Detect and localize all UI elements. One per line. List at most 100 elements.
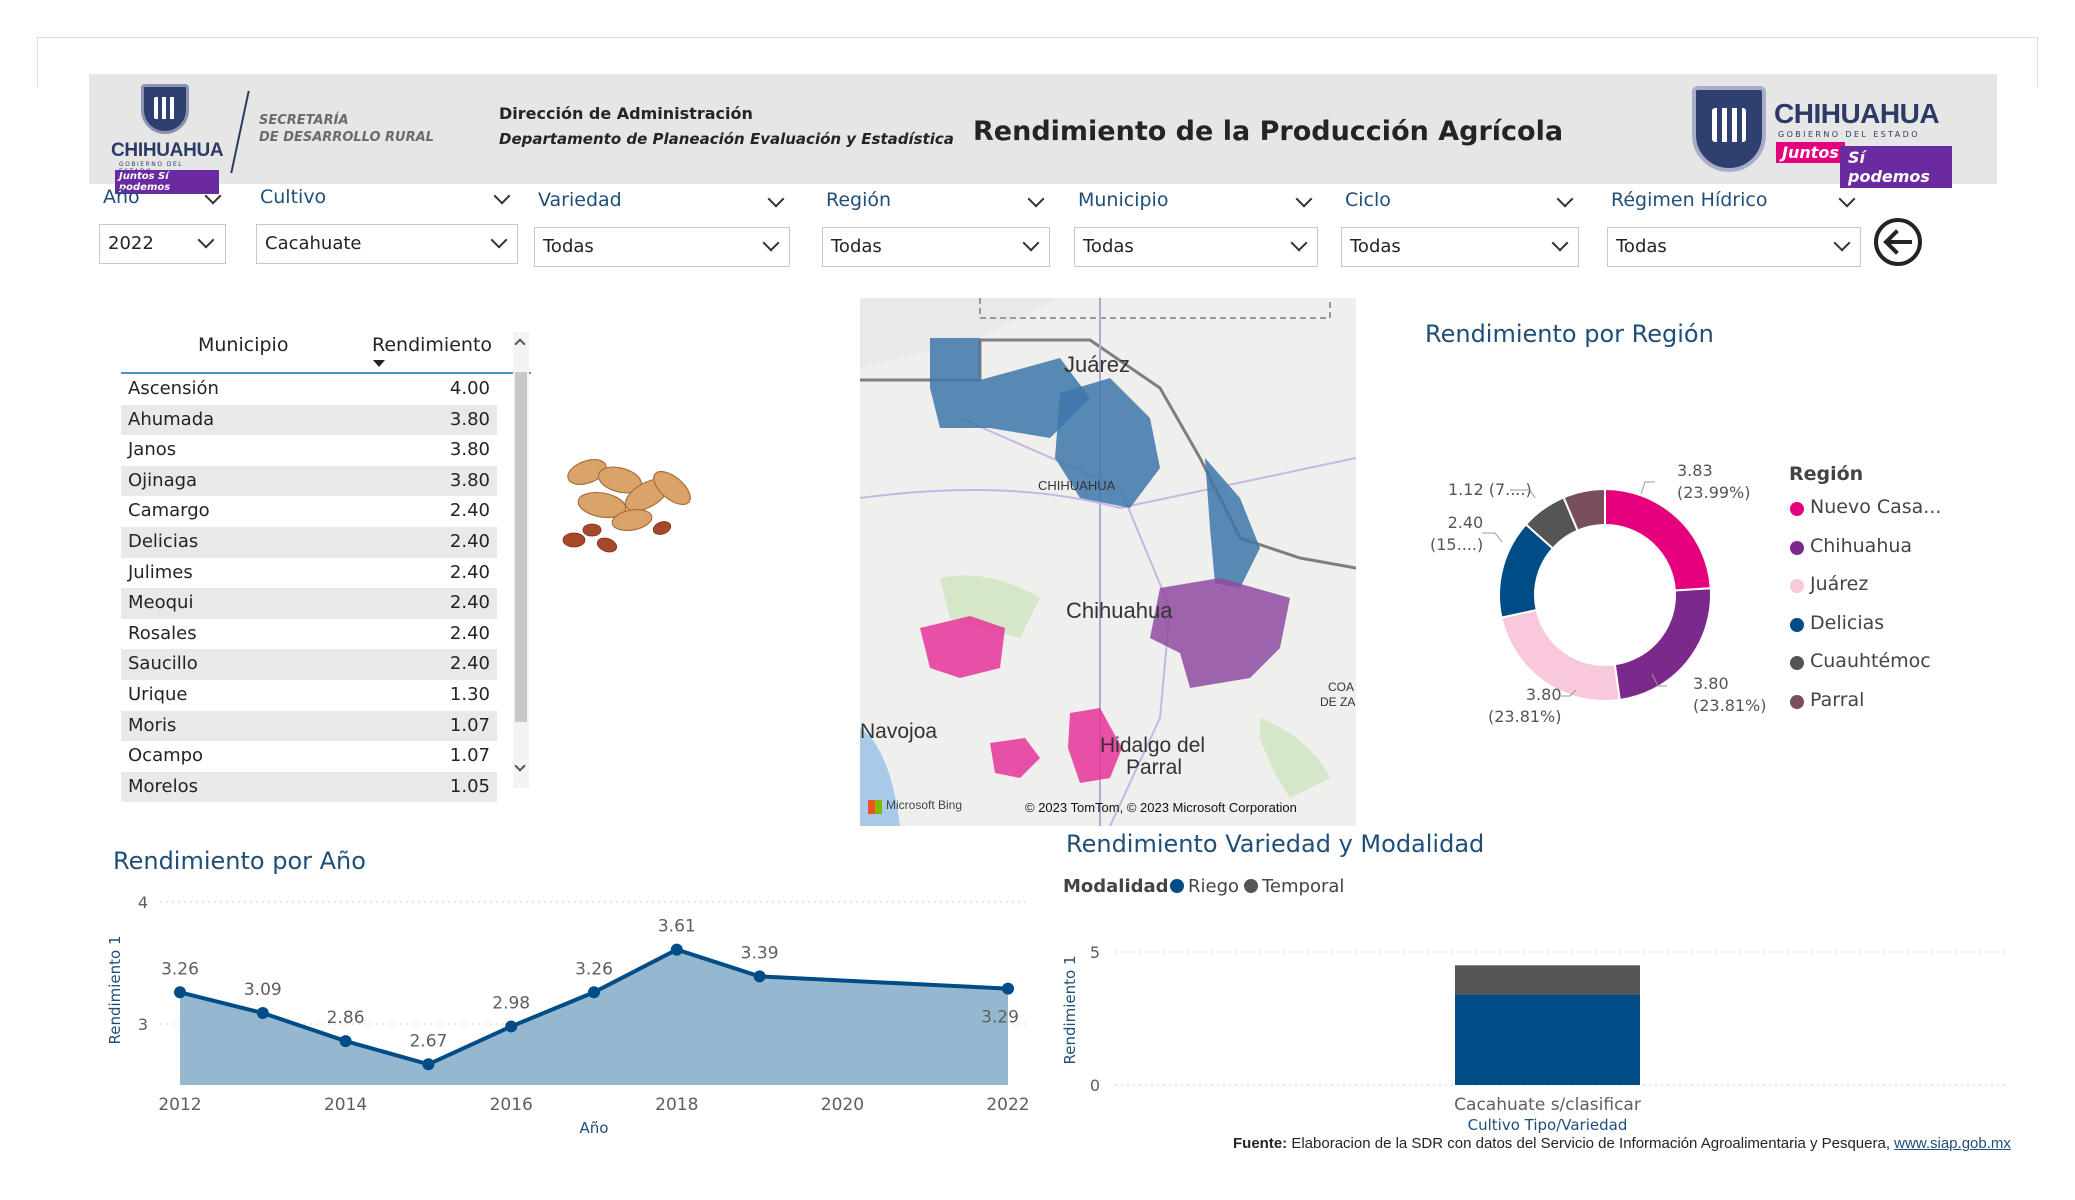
chevron-down-icon[interactable] <box>1833 234 1851 252</box>
scroll-thumb[interactable] <box>515 372 527 722</box>
year-chart-title: Rendimiento por Año <box>113 847 366 875</box>
data-label: 2.67 <box>409 1031 447 1051</box>
chevron-down-icon[interactable] <box>490 231 508 249</box>
table-row[interactable]: Urique 1.30 <box>121 680 497 711</box>
cell-rendimiento: 2.40 <box>449 622 490 644</box>
cell-municipio: Morelos <box>128 775 199 797</box>
table-row[interactable]: Rosales 2.40 <box>121 619 497 650</box>
table-row[interactable]: Janos 3.80 <box>121 435 497 466</box>
chevron-down-icon[interactable] <box>1290 234 1308 252</box>
column-header-municipio[interactable]: Municipio <box>198 334 289 356</box>
table-row[interactable]: Ocampo 1.07 <box>121 741 497 772</box>
report-header: CHIHUAHUA GOBIERNO DEL ESTADO Juntos Sí … <box>89 74 1997 194</box>
map-label-chihuahua-city: Chihuahua <box>1066 598 1173 623</box>
donut-pct-delicias: (15....) <box>1430 535 1484 554</box>
chevron-down-icon[interactable] <box>204 187 222 205</box>
data-point[interactable] <box>1002 982 1014 995</box>
chevron-down-icon[interactable] <box>1022 234 1040 252</box>
donut-value-chihuahua: 3.80 <box>1693 674 1729 693</box>
cell-municipio: Saucillo <box>128 653 198 675</box>
data-point[interactable] <box>256 1007 269 1020</box>
donut-label-nuevo-casas: 3.83 (23.99%) <box>1677 460 1751 504</box>
legend-dot <box>1790 617 1804 632</box>
chevron-down-icon[interactable] <box>1551 234 1569 252</box>
filter-ciclo-select[interactable]: Todas <box>1341 227 1579 267</box>
scroll-up-icon[interactable] <box>514 338 526 350</box>
map-canvas[interactable] <box>860 298 1356 826</box>
legend-item-riego[interactable]: Riego <box>1170 876 1239 897</box>
filter-anio-select[interactable]: 2022 <box>99 224 226 264</box>
direccion-label: Dirección de Administración <box>499 104 753 123</box>
departamento-label: Departamento de Planeación Evaluación y … <box>499 130 954 148</box>
table-header: Municipio Rendimiento <box>121 330 531 374</box>
data-point[interactable] <box>422 1058 435 1071</box>
x-tick-label: 2014 <box>324 1095 367 1115</box>
legend-dot-riego <box>1170 879 1184 893</box>
bar-segment-riego[interactable] <box>1455 994 1640 1085</box>
y-tick-label: 0 <box>1090 1076 1100 1095</box>
table-row[interactable]: Morelos 1.05 <box>121 771 497 803</box>
table-scrollbar[interactable] <box>513 332 529 788</box>
data-point[interactable] <box>588 986 600 999</box>
data-point[interactable] <box>174 986 186 999</box>
filter-cultivo-value: Cacahuate <box>265 233 362 254</box>
filter-municipio-select[interactable]: Todas <box>1074 227 1318 267</box>
filter-regimen-select[interactable]: Todas <box>1607 227 1861 267</box>
table-row[interactable]: Camargo 2.40 <box>121 496 497 527</box>
table-row[interactable]: Delicias 2.40 <box>121 526 497 558</box>
filter-regimen-label: Régimen Hídrico <box>1611 189 1768 211</box>
filter-variedad[interactable]: Variedad Todas <box>534 189 790 269</box>
region-map[interactable]: Juárez CHIHUAHUA Chihuahua Navojoa Hidal… <box>860 298 1356 826</box>
table-row[interactable]: Ascensión 4.00 <box>121 374 497 405</box>
chevron-down-icon[interactable] <box>1027 190 1045 208</box>
data-point[interactable] <box>670 943 683 956</box>
filter-cultivo-label: Cultivo <box>260 186 327 208</box>
filter-variedad-select[interactable]: Todas <box>534 227 790 267</box>
chevron-down-icon[interactable] <box>197 231 215 249</box>
column-header-rendimiento[interactable]: Rendimiento <box>372 334 493 356</box>
filter-region[interactable]: Región Todas <box>822 189 1050 269</box>
year-area-chart[interactable]: 4 3 3.26 3.09 2.86 2.67 2.98 3.26 3.61 3.39 3.29 20… <box>100 880 1040 1150</box>
secretaria-line2: DE DESARROLLO RURAL <box>259 130 434 145</box>
siap-link[interactable]: www.siap.gob.mx <box>1894 1135 2011 1152</box>
filter-regimen-hidrico[interactable]: Régimen Hídrico Todas <box>1607 189 1861 269</box>
filter-region-select[interactable]: Todas <box>822 227 1050 267</box>
x-tick-label: 2020 <box>821 1095 864 1115</box>
table-row[interactable]: Saucillo 2.40 <box>121 649 497 680</box>
cell-municipio: Moris <box>128 714 177 736</box>
donut-slice[interactable] <box>1562 487 1606 532</box>
region-donut-chart[interactable] <box>1490 480 1720 710</box>
table-row[interactable]: Meoqui 2.40 <box>121 588 497 619</box>
chevron-down-icon[interactable] <box>493 187 511 205</box>
donut-pct-chihuahua: (23.81%) <box>1693 696 1767 715</box>
legend-label: Nuevo Casa... <box>1810 496 1942 518</box>
data-point[interactable] <box>753 970 766 983</box>
chevron-down-icon[interactable] <box>1556 190 1574 208</box>
filter-cultivo[interactable]: Cultivo Cacahuate <box>256 186 518 266</box>
legend-item-temporal[interactable]: Temporal <box>1244 876 1344 897</box>
data-point[interactable] <box>339 1035 352 1048</box>
frame-top-line <box>37 37 2037 38</box>
data-point[interactable] <box>505 1020 518 1033</box>
back-button[interactable] <box>1874 218 1922 266</box>
filter-ciclo[interactable]: Ciclo Todas <box>1341 189 1579 269</box>
chevron-down-icon[interactable] <box>1838 190 1856 208</box>
filter-cultivo-select[interactable]: Cacahuate <box>256 224 518 264</box>
logo-right-gob: GOBIERNO DEL ESTADO <box>1778 130 1920 139</box>
chevron-down-icon[interactable] <box>767 190 785 208</box>
municipio-table: Municipio Rendimiento Ascensión 4.00 Ahuma… <box>121 330 531 803</box>
bar-segment-temporal[interactable] <box>1455 965 1640 995</box>
chevron-down-icon[interactable] <box>762 234 780 252</box>
table-row[interactable]: Julimes 2.40 <box>121 558 497 589</box>
table-row[interactable]: Ahumada 3.80 <box>121 404 497 436</box>
scroll-down-icon[interactable] <box>514 760 526 772</box>
data-label: 2.86 <box>327 1008 365 1028</box>
filter-municipio[interactable]: Municipio Todas <box>1074 189 1318 269</box>
cell-rendimiento: 2.40 <box>449 561 490 583</box>
chevron-down-icon[interactable] <box>1295 190 1313 208</box>
filter-anio[interactable]: Año 2022 <box>99 186 229 266</box>
table-row[interactable]: Ojinaga 3.80 <box>121 465 497 497</box>
table-row[interactable]: Moris 1.07 <box>121 710 497 742</box>
data-label: 3.39 <box>741 943 779 963</box>
